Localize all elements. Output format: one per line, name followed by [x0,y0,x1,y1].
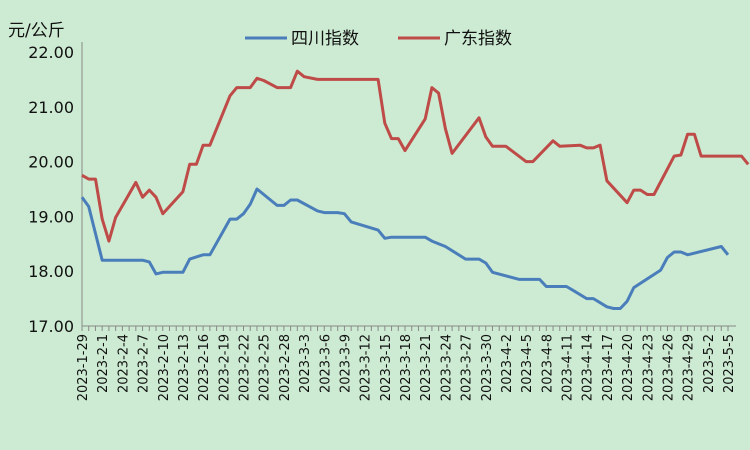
x-tick-label: 2023-5-2 [702,334,717,393]
series-line-2 [81,69,750,243]
legend-label-1: 四川指数 [291,29,359,49]
x-tick-label: 2023-2-22 [238,334,253,401]
x-tick-label: 2023-1-29 [76,334,91,401]
x-tick-label: 2023-3-21 [419,334,434,401]
y-tick-label: 21.00 [28,98,74,117]
y-tick-label: 20.00 [28,153,74,172]
x-tick-label: 2023-3-24 [439,334,454,401]
y-axis-unit: 元/公斤 [8,21,65,41]
x-tick-label: 2023-3-6 [318,334,333,393]
x-tick-label: 2023-4-20 [621,334,636,401]
x-tick-label: 2023-2-16 [197,334,212,401]
x-tick-label: 2023-3-30 [480,334,495,401]
y-tick-label: 22.00 [28,43,74,62]
x-tick-label: 2023-4-5 [520,334,535,393]
x-tick-label: 2023-4-2 [500,334,515,393]
x-tick-label: 2023-4-11 [561,334,576,401]
series-line-1 [80,187,730,310]
legend: 四川指数 广东指数 [245,29,512,49]
x-axis: 2023-1-29 2023-2-1 2023-2-4 2023-2-7 2023-2-… [76,325,737,401]
x-tick-label: 2023-3-15 [379,334,394,401]
x-tick-label: 2023-2-13 [177,334,192,401]
x-tick-label: 2023-2-25 [258,334,273,401]
x-tick-label: 2023-2-4 [116,334,131,393]
x-tick-label: 2023-2-28 [278,334,293,401]
y-tick-label: 17.00 [28,317,74,336]
x-tick-label: 2023-3-3 [298,334,313,393]
x-tick-label: 2023-3-27 [460,334,475,401]
x-tick-label: 2023-4-29 [682,334,697,401]
x-tick-label: 2023-3-18 [399,334,414,401]
x-tick-label: 2023-3-12 [359,334,374,401]
x-tick-label: 2023-2-1 [96,334,111,393]
x-tick-label: 2023-4-23 [641,334,656,401]
y-tick-label: 19.00 [28,207,74,226]
x-tick-label: 2023-4-26 [661,334,676,401]
y-tick-label: 18.00 [28,262,74,281]
x-tick-label: 2023-4-14 [581,334,596,401]
x-tick-label: 2023-5-5 [722,334,737,393]
y-axis: 17.00 18.00 19.00 20.00 21.00 22.00 [28,42,83,336]
x-tick-label: 2023-2-19 [217,334,232,401]
series-lines [80,69,750,310]
x-tick-label: 2023-2-7 [137,334,152,393]
x-tick-label: 2023-4-8 [540,334,555,393]
x-tick-label: 2023-3-9 [338,334,353,393]
x-tick-label: 2023-2-10 [157,334,172,401]
x-tick-label: 2023-4-17 [601,334,616,401]
legend-label-2: 广东指数 [444,29,512,49]
